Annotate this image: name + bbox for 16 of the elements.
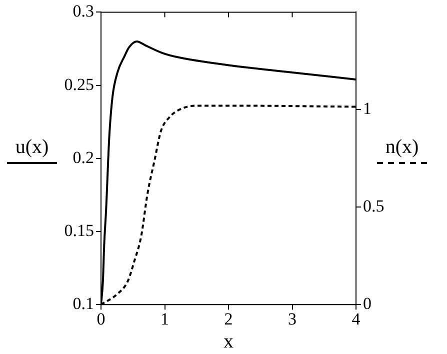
y-tick-label: 0.3 (72, 2, 94, 21)
x-tick-label: 3 (288, 309, 296, 328)
y2-axis-title: n(x) (384, 136, 420, 160)
x-axis-title: x (224, 330, 234, 352)
x-tick-label: 0 (96, 309, 106, 328)
y-tick-label: 0.15 (64, 220, 94, 240)
x-tick-label: 2 (224, 309, 233, 328)
y2-tick-label: 0.5 (363, 196, 384, 216)
x-tick-label: 1 (160, 309, 169, 328)
y2-tick-label: 0 (363, 294, 372, 314)
x-tick-label: 4 (352, 309, 361, 328)
y-tick-label: 0.25 (64, 74, 94, 94)
y-tick-label: 0.2 (72, 148, 94, 167)
y-axis-title: u(x) (14, 136, 50, 160)
y-tick-label: 0.1 (72, 294, 94, 314)
y2-tick-label: 1 (363, 99, 372, 118)
